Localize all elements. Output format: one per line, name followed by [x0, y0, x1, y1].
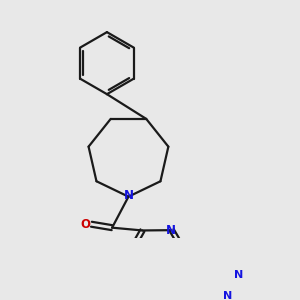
Text: N: N [223, 291, 232, 300]
Text: O: O [81, 218, 91, 231]
Text: N: N [166, 224, 176, 237]
Text: N: N [234, 270, 244, 280]
Text: N: N [124, 189, 134, 202]
